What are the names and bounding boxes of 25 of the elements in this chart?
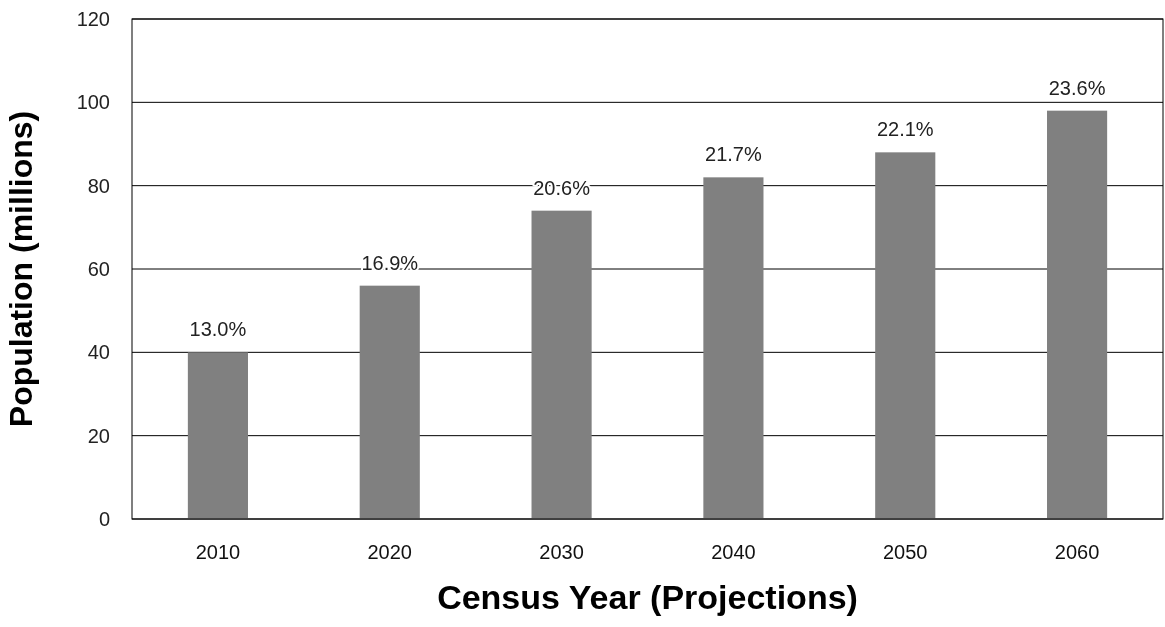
annotation: 22.1% <box>876 118 934 141</box>
x-tick-label: 2050 <box>883 541 928 563</box>
bar <box>187 352 248 519</box>
x-tick-label: 2030 <box>539 541 584 563</box>
annotation: 21.7% <box>705 143 762 166</box>
y-tick-label: 40 <box>87 341 110 364</box>
annotation: 13.0% <box>189 318 247 341</box>
x-tick-label: 2060 <box>1054 541 1100 563</box>
annotation: 23.6% <box>1048 76 1106 99</box>
y-tick-label: 80 <box>87 174 110 197</box>
x-axis-title: Census Year (Projections) <box>437 578 858 616</box>
y-tick-label: 0 <box>98 508 110 530</box>
y-tick-label: 100 <box>76 91 110 114</box>
bar <box>703 177 764 519</box>
y-axis-title: Population (millions) <box>3 110 39 428</box>
bar <box>531 210 592 519</box>
y-tick-label: 20 <box>87 424 110 447</box>
x-tick-label: 2020 <box>367 541 412 563</box>
x-tick-label: 2040 <box>711 541 756 563</box>
x-tick-label: 2010 <box>195 541 241 563</box>
y-tick-label: 120 <box>76 8 110 30</box>
y-tick-label: 60 <box>87 258 110 280</box>
bar <box>359 285 420 519</box>
bar <box>1047 110 1108 519</box>
bar <box>875 152 936 519</box>
